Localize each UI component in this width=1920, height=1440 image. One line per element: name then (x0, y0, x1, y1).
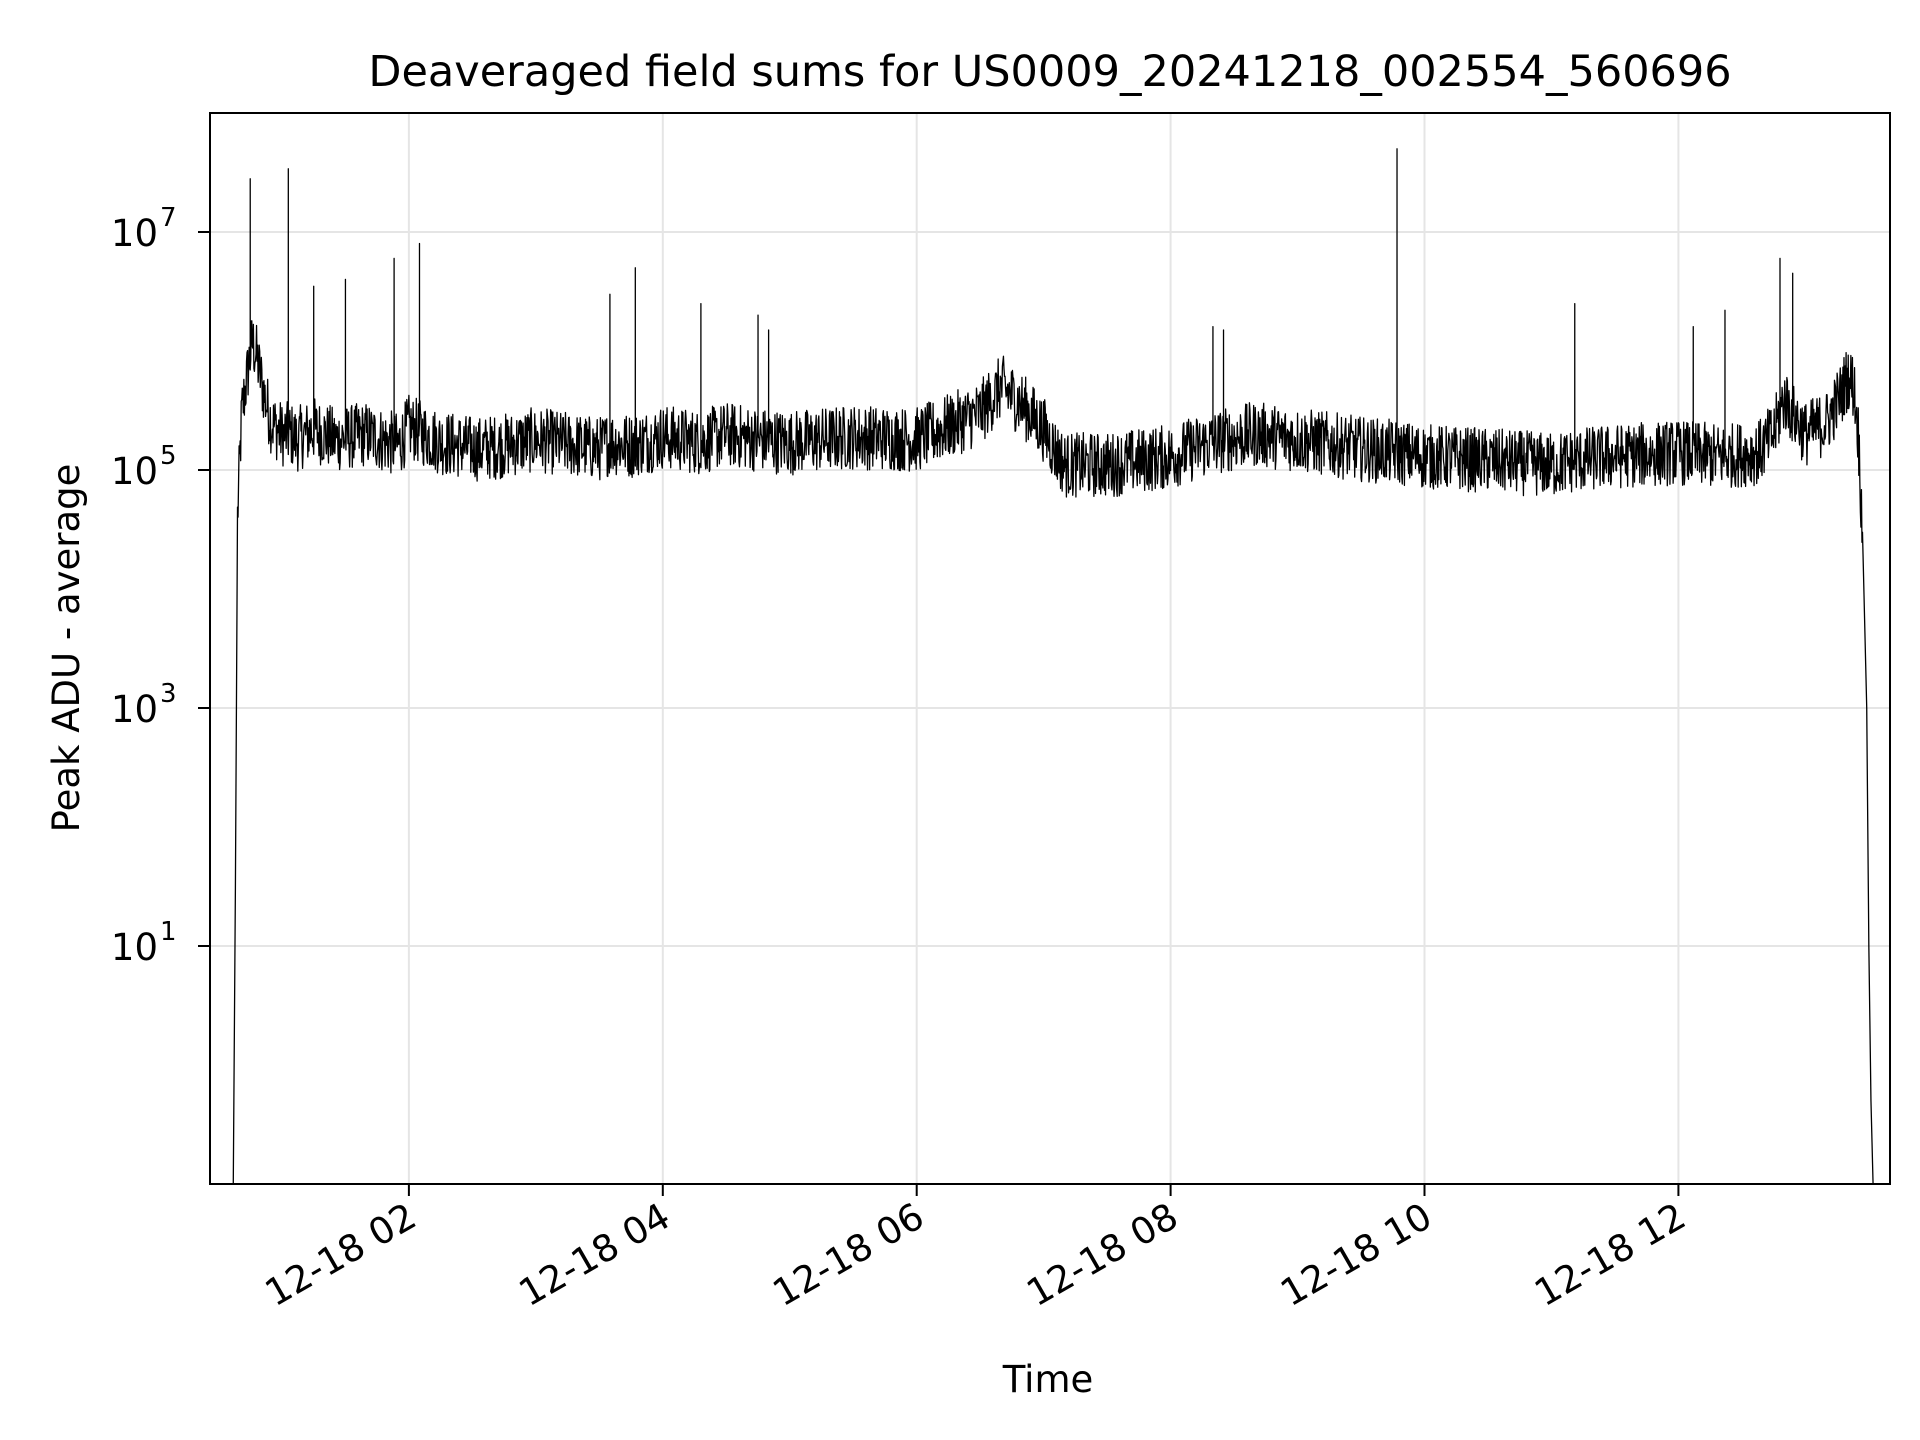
y-tick-base: 10 (111, 212, 158, 255)
y-tick-base: 10 (111, 450, 158, 493)
y-tick-label: 10 (111, 212, 158, 255)
y-tick-base: 10 (111, 688, 158, 731)
x-axis-label: Time (1002, 1358, 1094, 1401)
y-axis-label: Peak ADU - average (45, 464, 88, 833)
series-line (232, 148, 1874, 1185)
y-tick-exponent: 1 (160, 917, 177, 947)
y-tick-label: 10 (111, 450, 158, 493)
y-tick-label: 10 (111, 688, 158, 731)
y-tick-exponent: 3 (160, 679, 177, 709)
series-layer (232, 148, 1874, 1185)
y-tick-exponent: 5 (160, 441, 177, 471)
y-tick-label: 10 (111, 926, 158, 969)
y-tick-base: 10 (111, 926, 158, 969)
plot-frame (209, 112, 1891, 1185)
chart-title: Deaveraged field sums for US0009_2024121… (368, 47, 1731, 97)
y-tick-exponent: 7 (160, 203, 177, 233)
